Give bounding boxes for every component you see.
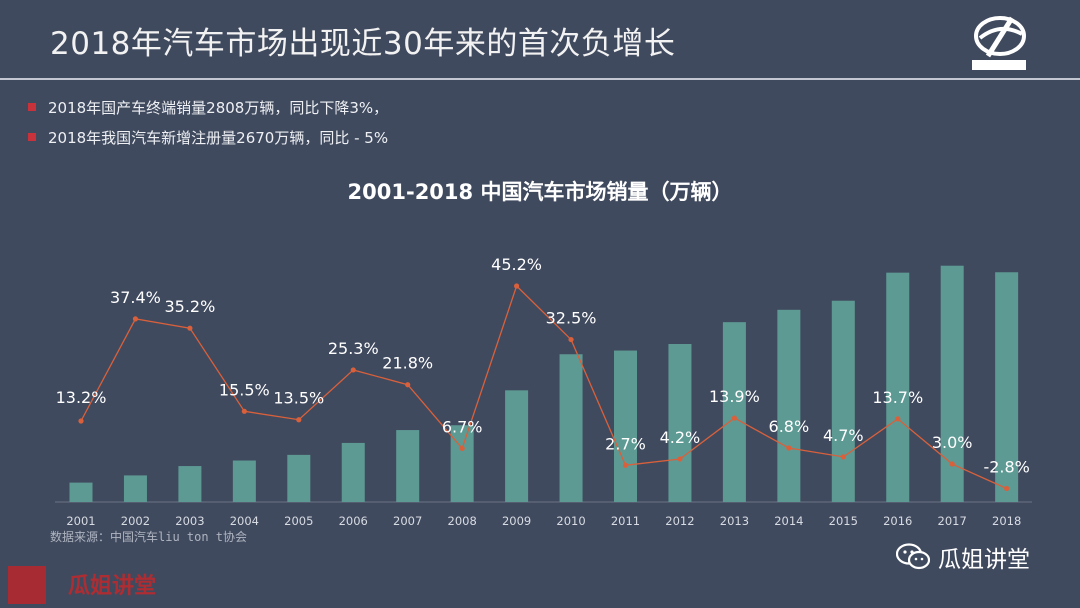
bar-2008 [450,425,474,502]
x-tick-label-2012: 2012 [665,514,694,528]
growth-label-2016: 13.7% [872,388,923,407]
growth-label-2010: 32.5% [546,309,597,328]
x-tick-label-2003: 2003 [175,514,204,528]
growth-label-2007: 21.8% [382,354,433,373]
bar-2011 [614,350,637,502]
growth-label-2017: 3.0% [932,433,973,452]
x-tick-label-2017: 2017 [938,514,967,528]
x-tick-label-2005: 2005 [284,514,313,528]
bar-2015 [831,300,855,502]
bar-2004 [232,460,256,502]
corner-watermark: 瓜姐讲堂 [68,574,157,599]
growth-point-2012 [677,456,683,462]
x-tick-label-2013: 2013 [720,514,749,528]
bar-2012 [668,344,692,502]
bullet-item: 2018年我国汽车新增注册量2670万辆，同比 - 5% [28,122,388,152]
bar-2017 [940,265,964,502]
x-tick-label-2004: 2004 [230,514,259,528]
growth-label-2015: 4.7% [823,426,864,445]
growth-label-2006: 25.3% [328,339,379,358]
bar-2001 [69,482,93,502]
growth-point-2014 [786,445,792,451]
growth-label-2003: 35.2% [164,297,215,316]
growth-label-2002: 37.4% [110,288,161,307]
x-tick-label-2008: 2008 [448,514,477,528]
growth-point-2006 [350,367,356,373]
growth-point-2010 [568,336,574,343]
growth-point-2001 [78,418,84,424]
title-divider [0,78,1080,80]
bar-2013 [722,322,746,502]
x-tick-label-2016: 2016 [883,514,912,528]
bar-2009 [505,390,529,502]
growth-point-2017 [949,461,955,467]
growth-point-2003 [187,325,193,331]
growth-label-2009: 45.2% [491,255,542,274]
growth-label-2018: -2.8% [983,458,1029,477]
growth-label-2001: 13.2% [56,388,107,407]
watermark-name: 瓜姐讲堂 [938,547,1030,573]
growth-point-2011 [622,462,629,468]
growth-label-2008: 6.7% [442,417,483,436]
chart-title: 2001-2018 中国汽车市场销量（万辆） [347,180,733,204]
growth-point-2008 [459,445,465,452]
bar-2005 [287,454,311,502]
bullet-text: 2018年我国汽车新增注册量2670万辆，同比 - 5% [48,128,389,147]
x-tick-label-2001: 2001 [66,514,95,528]
bar-2007 [396,430,420,502]
bullet-text: 2018年国产车终端销量2808万辆，同比下降3%， [48,98,389,117]
growth-label-2004: 15.5% [219,380,270,399]
growth-label-2013: 13.9% [709,387,760,406]
bullet-marker-icon [28,133,36,141]
growth-point-2009 [514,283,520,289]
bar-2014 [777,309,801,502]
growth-point-2018 [1004,485,1010,492]
wechat-icon [896,543,930,570]
x-tick-label-2015: 2015 [829,514,858,528]
growth-label-2012: 4.2% [660,428,701,447]
bullet-item: 2018年国产车终端销量2808万辆，同比下降3%， [28,92,388,122]
x-tick-label-2014: 2014 [774,514,803,528]
bar-2018 [995,272,1019,502]
bar-2016 [886,272,910,502]
bullet-list: 2018年国产车终端销量2808万辆，同比下降3%， 2018年我国汽车新增注册… [28,92,388,152]
growth-point-2004 [241,408,247,414]
x-tick-label-2011: 2011 [611,514,640,528]
bar-2010 [559,354,583,502]
data-source-note: 数据来源：中国汽车liu ton t协会 [50,530,248,544]
growth-line [80,284,1007,490]
caam-logo-icon [972,16,1026,70]
growth-point-2005 [296,417,302,423]
wechat-watermark: 瓜姐讲堂 [896,540,1030,574]
growth-label-2014: 6.8% [769,417,810,436]
growth-label-2011: 2.7% [605,434,646,453]
corner-logo-icon [8,566,46,604]
x-tick-label-2007: 2007 [393,514,422,528]
growth-point-2016 [895,416,901,422]
slide-title: 2018年汽车市场出现近30年来的首次负增长 [50,26,676,62]
bar-2006 [341,442,365,502]
x-tick-label-2009: 2009 [502,514,531,528]
growth-point-2013 [731,415,738,421]
x-tick-label-2010: 2010 [556,514,585,528]
growth-label-2005: 13.5% [273,389,324,408]
growth-point-2002 [132,316,139,322]
bar-2002 [123,475,147,502]
x-tick-label-2006: 2006 [339,514,368,528]
growth-point-2007 [405,382,411,388]
growth-point-2015 [840,454,846,460]
x-tick-label-2002: 2002 [121,514,150,528]
bar-2003 [178,466,202,502]
x-tick-label-2018: 2018 [992,514,1021,528]
bullet-marker-icon [28,103,36,111]
